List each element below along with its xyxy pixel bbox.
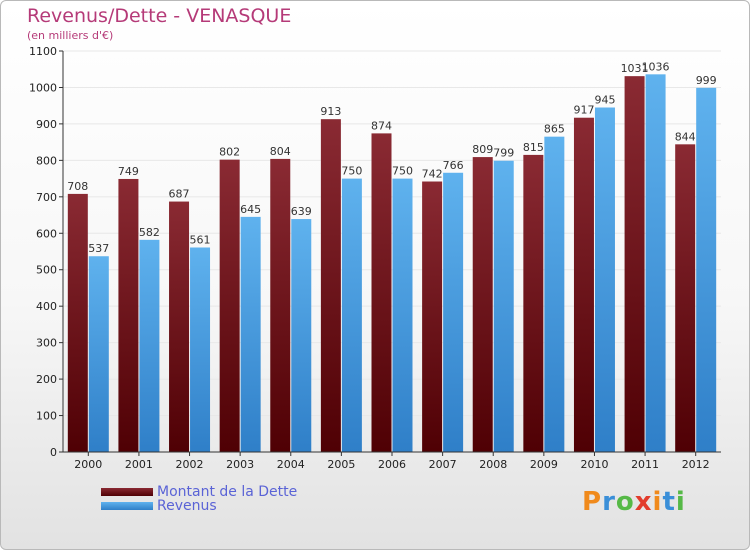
legend-swatch-dette [101, 488, 153, 496]
x-tick-label: 2010 [580, 458, 608, 471]
legend-label-revenus: Revenus [157, 498, 217, 514]
bar-revenus [291, 219, 312, 452]
logo-letter: x [634, 487, 653, 517]
bar-dette [472, 157, 493, 452]
proxiti-logo: Proxiti [582, 487, 686, 517]
bar-dette [675, 144, 696, 452]
data-label-dette: 742 [422, 168, 443, 181]
data-label-dette: 874 [371, 119, 392, 132]
x-tick-label: 2011 [631, 458, 659, 471]
data-label-revenus: 766 [443, 159, 464, 172]
bar-revenus [696, 87, 717, 452]
bar-dette [270, 158, 291, 452]
data-label-revenus: 750 [341, 165, 362, 178]
bar-dette [371, 133, 392, 452]
logo-letter: i [675, 487, 686, 517]
bar-dette [219, 159, 240, 452]
y-tick-label: 700 [36, 191, 57, 204]
chart-subtitle: (en milliers d'€) [27, 29, 114, 42]
y-tick-label: 800 [36, 154, 57, 167]
data-label-revenus: 582 [139, 226, 160, 239]
logo-letter: o [615, 487, 635, 517]
y-tick-label: 100 [36, 410, 57, 423]
bar-revenus [645, 74, 666, 453]
chart-title: Revenus/Dette - VENASQUE [27, 5, 292, 27]
bar-dette [67, 193, 88, 452]
bar-revenus [493, 160, 514, 452]
data-label-revenus: 639 [291, 205, 312, 218]
x-tick-label: 2006 [378, 458, 406, 471]
data-label-revenus: 799 [493, 147, 514, 160]
data-label-dette: 708 [67, 180, 88, 193]
y-tick-label: 900 [36, 118, 57, 131]
bar-revenus [190, 247, 211, 452]
legend-item-dette: Montant de la Dette [101, 485, 297, 499]
y-tick-label: 1100 [29, 45, 57, 58]
data-label-revenus: 945 [594, 94, 615, 107]
x-tick-label: 2002 [176, 458, 204, 471]
data-label-revenus: 750 [392, 165, 413, 178]
data-label-revenus: 865 [544, 123, 565, 136]
bar-revenus [240, 216, 261, 452]
data-label-revenus: 537 [88, 242, 109, 255]
bar-revenus [139, 239, 160, 452]
data-label-revenus: 1036 [642, 60, 670, 73]
data-label-dette: 687 [169, 188, 190, 201]
y-tick-label: 300 [36, 337, 57, 350]
y-tick-label: 0 [50, 446, 57, 459]
data-label-dette: 913 [320, 105, 341, 118]
bar-dette [573, 117, 594, 452]
bar-revenus [443, 172, 464, 452]
x-tick-label: 2009 [530, 458, 558, 471]
data-label-dette: 802 [219, 146, 240, 159]
bar-dette [118, 178, 139, 453]
logo-letter: P [582, 487, 603, 517]
data-label-dette: 804 [270, 145, 291, 158]
x-tick-label: 2004 [277, 458, 305, 471]
y-tick-label: 400 [36, 300, 57, 313]
y-tick-label: 600 [36, 227, 57, 240]
y-tick-label: 1000 [29, 81, 57, 94]
bar-dette [169, 201, 190, 452]
data-label-revenus: 645 [240, 203, 261, 216]
logo-letter: i [652, 487, 663, 517]
data-label-revenus: 999 [696, 74, 717, 87]
bar-dette [523, 154, 544, 453]
y-tick-label: 200 [36, 373, 57, 386]
logo-letter: t [662, 487, 676, 517]
logo-letter: r [602, 487, 616, 517]
bar-revenus [88, 256, 109, 452]
x-tick-label: 2003 [226, 458, 254, 471]
bar-revenus [594, 107, 615, 452]
y-tick-label: 500 [36, 264, 57, 277]
legend-item-revenus: Revenus [101, 499, 297, 513]
bar-revenus [341, 178, 362, 452]
legend: Montant de la Dette Revenus [101, 485, 297, 513]
legend-swatch-revenus [101, 502, 153, 510]
data-label-dette: 809 [472, 143, 493, 156]
bar-dette [624, 76, 645, 453]
x-tick-label: 2005 [327, 458, 355, 471]
bar-revenus [544, 136, 565, 452]
x-tick-label: 2001 [125, 458, 153, 471]
legend-label-dette: Montant de la Dette [157, 484, 298, 500]
data-label-dette: 844 [675, 130, 696, 143]
x-tick-label: 2000 [74, 458, 102, 471]
x-tick-label: 2012 [682, 458, 710, 471]
bar-revenus [392, 178, 413, 452]
bar-dette [422, 181, 443, 453]
data-label-dette: 815 [523, 141, 544, 154]
data-label-dette: 1031 [621, 62, 649, 75]
data-label-revenus: 561 [190, 233, 211, 246]
x-tick-label: 2008 [479, 458, 507, 471]
data-label-dette: 749 [118, 165, 139, 178]
bar-dette [320, 119, 341, 453]
data-label-dette: 917 [573, 104, 594, 117]
x-tick-label: 2007 [429, 458, 457, 471]
